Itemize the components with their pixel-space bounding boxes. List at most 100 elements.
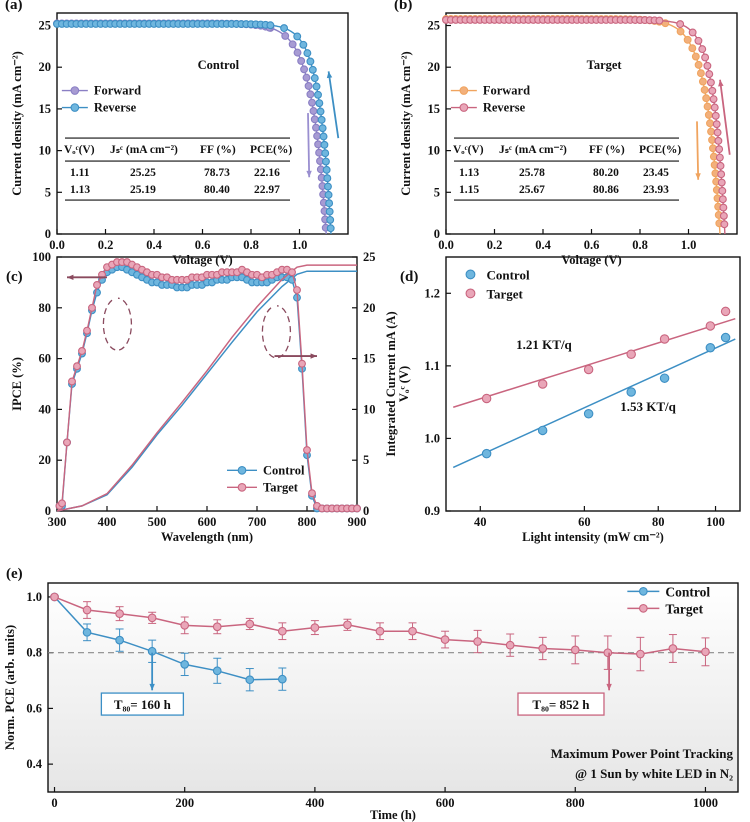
e-marker-target <box>505 640 515 650</box>
d-legend-marker-control <box>465 269 476 280</box>
b-marker-reverse <box>719 211 728 220</box>
c-ipce-line-target <box>59 261 357 510</box>
b-legend-marker-reverse <box>459 103 469 112</box>
c-ipce-marker-target <box>63 438 71 447</box>
a-marker-forward <box>308 98 316 107</box>
c-panel-label: (c) <box>6 269 23 285</box>
a-marker-reverse <box>324 182 332 191</box>
c-ipce-line-control <box>59 266 357 510</box>
b-marker-forward <box>676 27 685 36</box>
b-marker-reverse <box>714 136 723 145</box>
e-marker-target <box>50 592 59 602</box>
e-legend-marker-control <box>638 587 648 596</box>
a-ytick-label: 10 <box>39 144 52 158</box>
a-forward-arrow <box>307 113 311 178</box>
d-legend-label-control: Control <box>486 267 529 282</box>
b-table-cell: 80.86 <box>593 184 619 196</box>
a-xlabel: Voltage (V) <box>172 253 232 267</box>
a-table-cell: 80.40 <box>204 184 230 196</box>
e-ytick-label: 0.4 <box>26 757 42 771</box>
c-legend-label-target: Target <box>263 480 299 494</box>
a-xtick-label: 1.0 <box>292 238 308 252</box>
e-marker-target <box>473 637 482 646</box>
a-title: Control <box>198 58 240 72</box>
b-marker-forward <box>706 119 714 128</box>
a-legend-marker-forward <box>70 86 80 95</box>
a-marker-reverse <box>322 165 331 174</box>
a-reverse-arrow <box>327 71 340 139</box>
b-table-header: PCE(%) <box>639 144 681 156</box>
e-legend-label-target: Target <box>665 601 703 616</box>
e-xlabel: Time (h) <box>370 808 416 822</box>
e-marker-control <box>277 674 287 684</box>
a-marker-reverse <box>315 99 324 108</box>
a-marker-forward <box>313 132 322 140</box>
b-marker-reverse <box>708 86 717 95</box>
d-point-control <box>583 409 594 419</box>
b-forward-arrow-head <box>695 173 701 180</box>
a-curve-forward <box>57 22 327 235</box>
a-marker-reverse <box>325 207 334 216</box>
a-xtick-label: 0.6 <box>195 238 211 252</box>
e-marker-target <box>277 626 287 636</box>
b-table-cell: 1.13 <box>459 167 479 179</box>
b-ytick-label: 5 <box>434 185 440 199</box>
a-ytick-label: 0 <box>45 227 51 241</box>
e-t80-control-label: T₈₀= 160 h <box>114 697 172 712</box>
c-xtick-label: 300 <box>48 515 67 529</box>
a-marker-reverse <box>316 107 325 116</box>
c-frame <box>56 256 358 512</box>
b-marker-reverse <box>718 195 727 204</box>
c-ytick-label: 0 <box>45 504 51 518</box>
c-ytick-label: 80 <box>39 301 52 315</box>
a-marker-forward <box>293 48 302 57</box>
b-marker-reverse <box>694 36 703 45</box>
b-marker-reverse <box>717 170 726 179</box>
a-marker-forward <box>300 65 309 74</box>
b-marker-reverse <box>701 53 710 62</box>
b-marker-reverse <box>688 28 697 37</box>
a-marker-reverse <box>266 21 275 30</box>
e-marker-control <box>245 675 255 685</box>
b-marker-forward <box>707 127 716 136</box>
c-xtick-label: 400 <box>98 515 117 529</box>
b-legend-marker-forward <box>459 86 469 95</box>
c-arrow-left-head <box>67 274 74 281</box>
b-legend-label-reverse: Reverse <box>483 101 526 115</box>
b-table-cell: 1.15 <box>459 184 479 196</box>
b-marker-forward <box>703 102 712 111</box>
b-xlabel: Voltage (V) <box>561 253 621 267</box>
a-marker-reverse <box>326 215 335 224</box>
a-forward-arrow-head <box>306 170 312 178</box>
b-ytick-label: 15 <box>428 102 441 116</box>
d-fit-line-control <box>452 338 736 469</box>
e-marker-target <box>82 605 92 615</box>
e-legend-label-control: Control <box>665 584 710 599</box>
e-marker-target <box>440 635 450 644</box>
e-ytick-label: 1.0 <box>26 590 42 604</box>
b-ylabel: Current density (mA cm⁻²) <box>399 51 413 195</box>
c-legend-label-control: Control <box>263 463 305 477</box>
d-ytick-label: 1.2 <box>424 286 440 300</box>
a-marker-reverse <box>280 24 289 33</box>
c-ellipse-left <box>102 297 133 351</box>
a-marker-reverse <box>319 132 328 141</box>
e-marker-target <box>636 649 645 659</box>
d-point-target <box>626 349 636 359</box>
e-line-control <box>53 596 283 681</box>
a-xtick-label: 0.8 <box>243 238 259 252</box>
a-ytick-label: 20 <box>39 60 52 74</box>
d-fit-line-target <box>453 317 736 408</box>
e-t80-target-label: T₈₀= 852 h <box>532 697 590 712</box>
b-table-cell: 80.20 <box>593 167 619 179</box>
a-marker-reverse <box>314 90 322 99</box>
a-table-cell: 1.11 <box>70 167 90 179</box>
e-marker-target <box>212 622 222 632</box>
e-t80-control-arrow-head <box>149 683 155 691</box>
b-ytick-label: 20 <box>428 60 441 74</box>
e-background <box>48 583 738 792</box>
e-marker-control <box>180 660 190 669</box>
b-marker-forward <box>702 94 711 103</box>
a-table-header: PCE(%) <box>250 144 292 156</box>
